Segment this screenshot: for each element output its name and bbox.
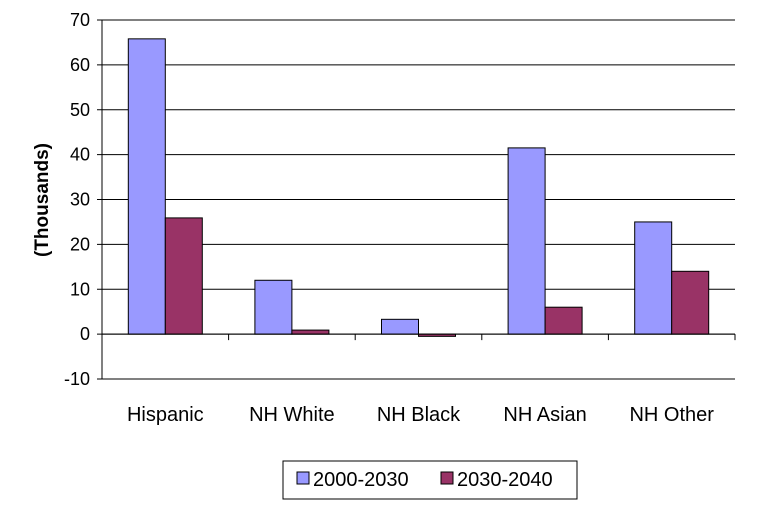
category-labels: Hispanic NH White NH Black NH Asian NH Other [127,404,714,426]
legend-swatch [440,471,454,485]
y-tick-label: 20 [70,234,90,254]
bar-2000-2030-hispanic [127,38,166,335]
category-label: Hispanic [127,404,204,426]
y-tick-label: -10 [64,369,90,389]
bar-2000-2030-nh-asian [507,147,546,335]
y-tick-label: 0 [80,324,90,344]
category-label: NH White [249,404,335,426]
y-tick-label: 50 [70,100,90,120]
bar-2000-2030-nh-white [254,279,293,335]
legend-label: 2000-2030 [313,469,409,491]
bar-2030-2040-nh-asian [544,306,583,335]
y-tick-label: 70 [70,10,90,30]
legend-box [282,460,578,500]
y-tick-labels: -10 0 10 20 30 40 50 60 70 [64,10,90,389]
bar-2000-2030-nh-black [381,318,419,335]
category-label: NH Black [377,404,461,426]
bars [127,38,710,337]
axes [97,19,736,380]
y-axis-title: (Thousands) [32,143,53,257]
bar-2030-2040-hispanic [164,217,203,335]
y-tick-label: 30 [70,190,90,210]
legend-label: 2030-2040 [457,469,553,491]
bar-2000-2030-nh-other [634,221,673,335]
y-tick-label: 60 [70,55,90,75]
y-tick-label: 10 [70,279,90,299]
bar-2030-2040-nh-white [291,329,330,335]
bar-2030-2040-nh-other [671,270,710,335]
legend: 2000-2030 2030-2040 [282,460,578,500]
category-label: NH Other [629,404,714,426]
legend-swatch [296,471,310,485]
y-tick-label: 40 [70,145,90,165]
category-label: NH Asian [503,404,586,426]
